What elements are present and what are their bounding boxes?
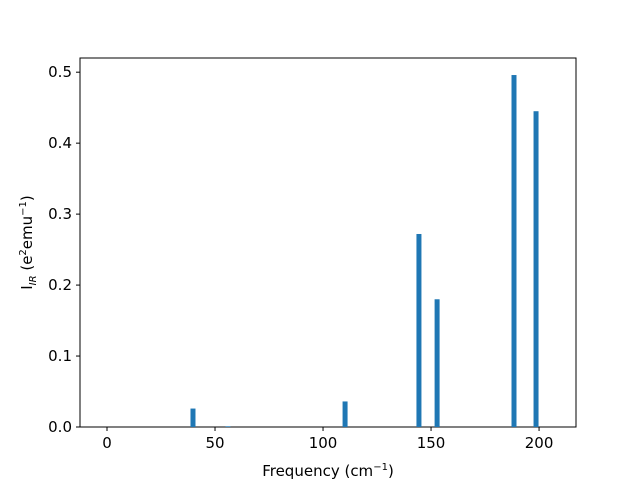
y-axis-label-part: ) <box>18 195 36 201</box>
bar <box>190 408 196 427</box>
y-axis-label-part: −1 <box>18 201 29 216</box>
y-tick-label: 0.4 <box>48 134 72 152</box>
bar <box>225 426 231 427</box>
bar <box>416 233 422 427</box>
x-axis-label: Frequency (cm−1) <box>262 462 394 480</box>
bar <box>533 111 539 427</box>
x-axis-label-part: −1 <box>373 462 388 473</box>
bar <box>511 75 517 428</box>
axes-frame <box>79 57 577 428</box>
y-axis-label-part: emu <box>18 216 36 249</box>
x-axis-label-part: ) <box>388 462 394 480</box>
x-tick-label: 150 <box>417 434 446 452</box>
bar <box>434 299 440 427</box>
x-tick-label: 200 <box>525 434 554 452</box>
y-axis-label-part: 2 <box>18 249 29 255</box>
y-axis-label-part: (e <box>18 256 36 276</box>
x-axis-label-part: Frequency (cm <box>262 462 373 480</box>
bar <box>342 401 348 427</box>
x-tick-label: 100 <box>309 434 338 452</box>
x-tick-label: 50 <box>205 434 224 452</box>
y-axis-label-part: IR <box>28 275 39 285</box>
y-tick-label: 0.3 <box>48 205 72 223</box>
y-tick-label: 0.2 <box>48 276 72 294</box>
y-tick-label: 0.0 <box>48 418 72 436</box>
y-axis-label-part: I <box>18 285 36 289</box>
y-axis-label: IIR (e2emu−1) <box>18 195 39 290</box>
y-tick-label: 0.5 <box>48 63 72 81</box>
y-tick-label: 0.1 <box>48 347 72 365</box>
x-tick-label: 0 <box>102 434 112 452</box>
